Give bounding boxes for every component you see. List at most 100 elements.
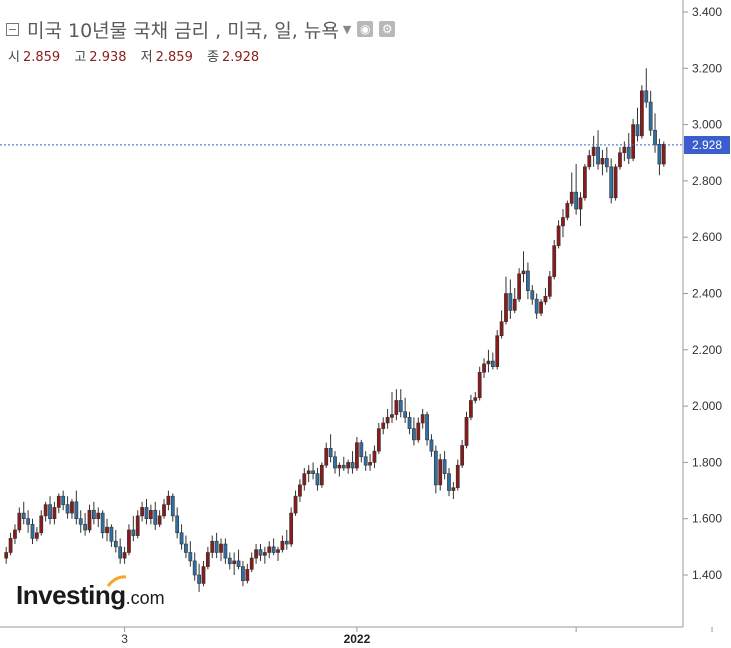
candle[interactable]: [644, 68, 649, 108]
candle[interactable]: [455, 459, 460, 491]
candle[interactable]: [70, 498, 74, 519]
candle[interactable]: [184, 535, 188, 559]
candle[interactable]: [648, 90, 653, 136]
candle[interactable]: [390, 392, 394, 423]
candle[interactable]: [512, 287, 517, 314]
candle[interactable]: [162, 498, 166, 519]
candle[interactable]: [486, 349, 491, 373]
candle[interactable]: [473, 392, 478, 404]
candle[interactable]: [210, 535, 215, 559]
candle[interactable]: [477, 366, 482, 401]
candle[interactable]: [113, 529, 118, 553]
candle[interactable]: [376, 422, 381, 454]
candle[interactable]: [192, 552, 197, 581]
candle[interactable]: [280, 535, 285, 553]
candle[interactable]: [504, 276, 508, 325]
candle[interactable]: [398, 389, 403, 418]
candle[interactable]: [539, 299, 543, 317]
candle[interactable]: [438, 453, 443, 491]
candle[interactable]: [236, 549, 241, 570]
candle[interactable]: [420, 408, 425, 429]
candle[interactable]: [346, 459, 351, 474]
candle[interactable]: [412, 417, 416, 446]
candle[interactable]: [91, 501, 96, 525]
candle[interactable]: [508, 279, 513, 319]
candle[interactable]: [315, 468, 320, 491]
candle[interactable]: [591, 135, 596, 167]
candle[interactable]: [337, 462, 342, 477]
candle[interactable]: [534, 293, 539, 319]
candle[interactable]: [451, 482, 456, 499]
candle[interactable]: [433, 445, 438, 494]
candle[interactable]: [157, 510, 162, 528]
candle[interactable]: [604, 147, 609, 173]
candle[interactable]: [324, 442, 329, 469]
candle[interactable]: [43, 501, 48, 522]
candle[interactable]: [381, 417, 386, 435]
candle[interactable]: [30, 518, 35, 545]
candle[interactable]: [227, 552, 232, 570]
candle[interactable]: [254, 544, 258, 564]
candle[interactable]: [583, 164, 587, 201]
candle[interactable]: [363, 451, 368, 471]
candle[interactable]: [596, 130, 600, 170]
candle[interactable]: [561, 209, 565, 238]
candle[interactable]: [78, 510, 83, 533]
candle[interactable]: [219, 538, 223, 561]
candle[interactable]: [640, 85, 644, 139]
candle[interactable]: [245, 563, 250, 584]
candle[interactable]: [96, 507, 101, 528]
candle[interactable]: [175, 507, 180, 539]
eye-icon[interactable]: ◉: [357, 21, 374, 37]
candle[interactable]: [100, 510, 105, 539]
caret-down-icon[interactable]: ▼: [342, 22, 352, 36]
candle[interactable]: [83, 513, 87, 536]
candle[interactable]: [482, 358, 486, 378]
candle[interactable]: [39, 510, 44, 536]
x-axis[interactable]: 3 2022: [0, 626, 731, 646]
candle[interactable]: [56, 493, 61, 514]
candle[interactable]: [578, 192, 583, 226]
candle[interactable]: [284, 529, 289, 550]
candle[interactable]: [201, 560, 206, 587]
candle[interactable]: [626, 133, 631, 165]
candle[interactable]: [135, 510, 140, 539]
candle[interactable]: [65, 496, 70, 519]
candle[interactable]: [87, 504, 92, 533]
candle[interactable]: [464, 411, 469, 449]
candle[interactable]: [271, 538, 276, 556]
candle[interactable]: [394, 389, 399, 421]
candle[interactable]: [267, 541, 272, 559]
candle[interactable]: [289, 507, 294, 547]
candle[interactable]: [48, 496, 52, 525]
candle[interactable]: [306, 465, 311, 483]
candle[interactable]: [609, 158, 614, 204]
candle[interactable]: [170, 493, 175, 522]
gear-icon[interactable]: ⚙: [379, 21, 396, 37]
y-axis[interactable]: 1.400 1.600 1.800 2.000 2.200 2.400 2.600 2.800…: [682, 0, 722, 627]
candle[interactable]: [425, 411, 429, 446]
candle[interactable]: [8, 532, 13, 556]
candle[interactable]: [403, 397, 408, 423]
candle[interactable]: [657, 138, 662, 176]
candle[interactable]: [205, 546, 210, 570]
candle[interactable]: [661, 141, 666, 167]
candle[interactable]: [355, 437, 359, 471]
candle[interactable]: [109, 524, 114, 547]
candle[interactable]: [631, 118, 635, 162]
candle[interactable]: [311, 462, 315, 480]
candle[interactable]: [298, 479, 302, 502]
candle[interactable]: [359, 439, 364, 463]
candle[interactable]: [4, 546, 9, 564]
candle[interactable]: [600, 149, 605, 176]
candle[interactable]: [17, 507, 22, 533]
candle[interactable]: [262, 546, 267, 564]
candle[interactable]: [26, 510, 30, 533]
candle[interactable]: [416, 417, 421, 443]
candle[interactable]: [569, 172, 574, 207]
candle[interactable]: [385, 408, 390, 429]
candle[interactable]: [530, 285, 535, 305]
collapse-box-icon[interactable]: [6, 22, 19, 36]
candle[interactable]: [61, 490, 66, 511]
candle[interactable]: [144, 498, 149, 525]
